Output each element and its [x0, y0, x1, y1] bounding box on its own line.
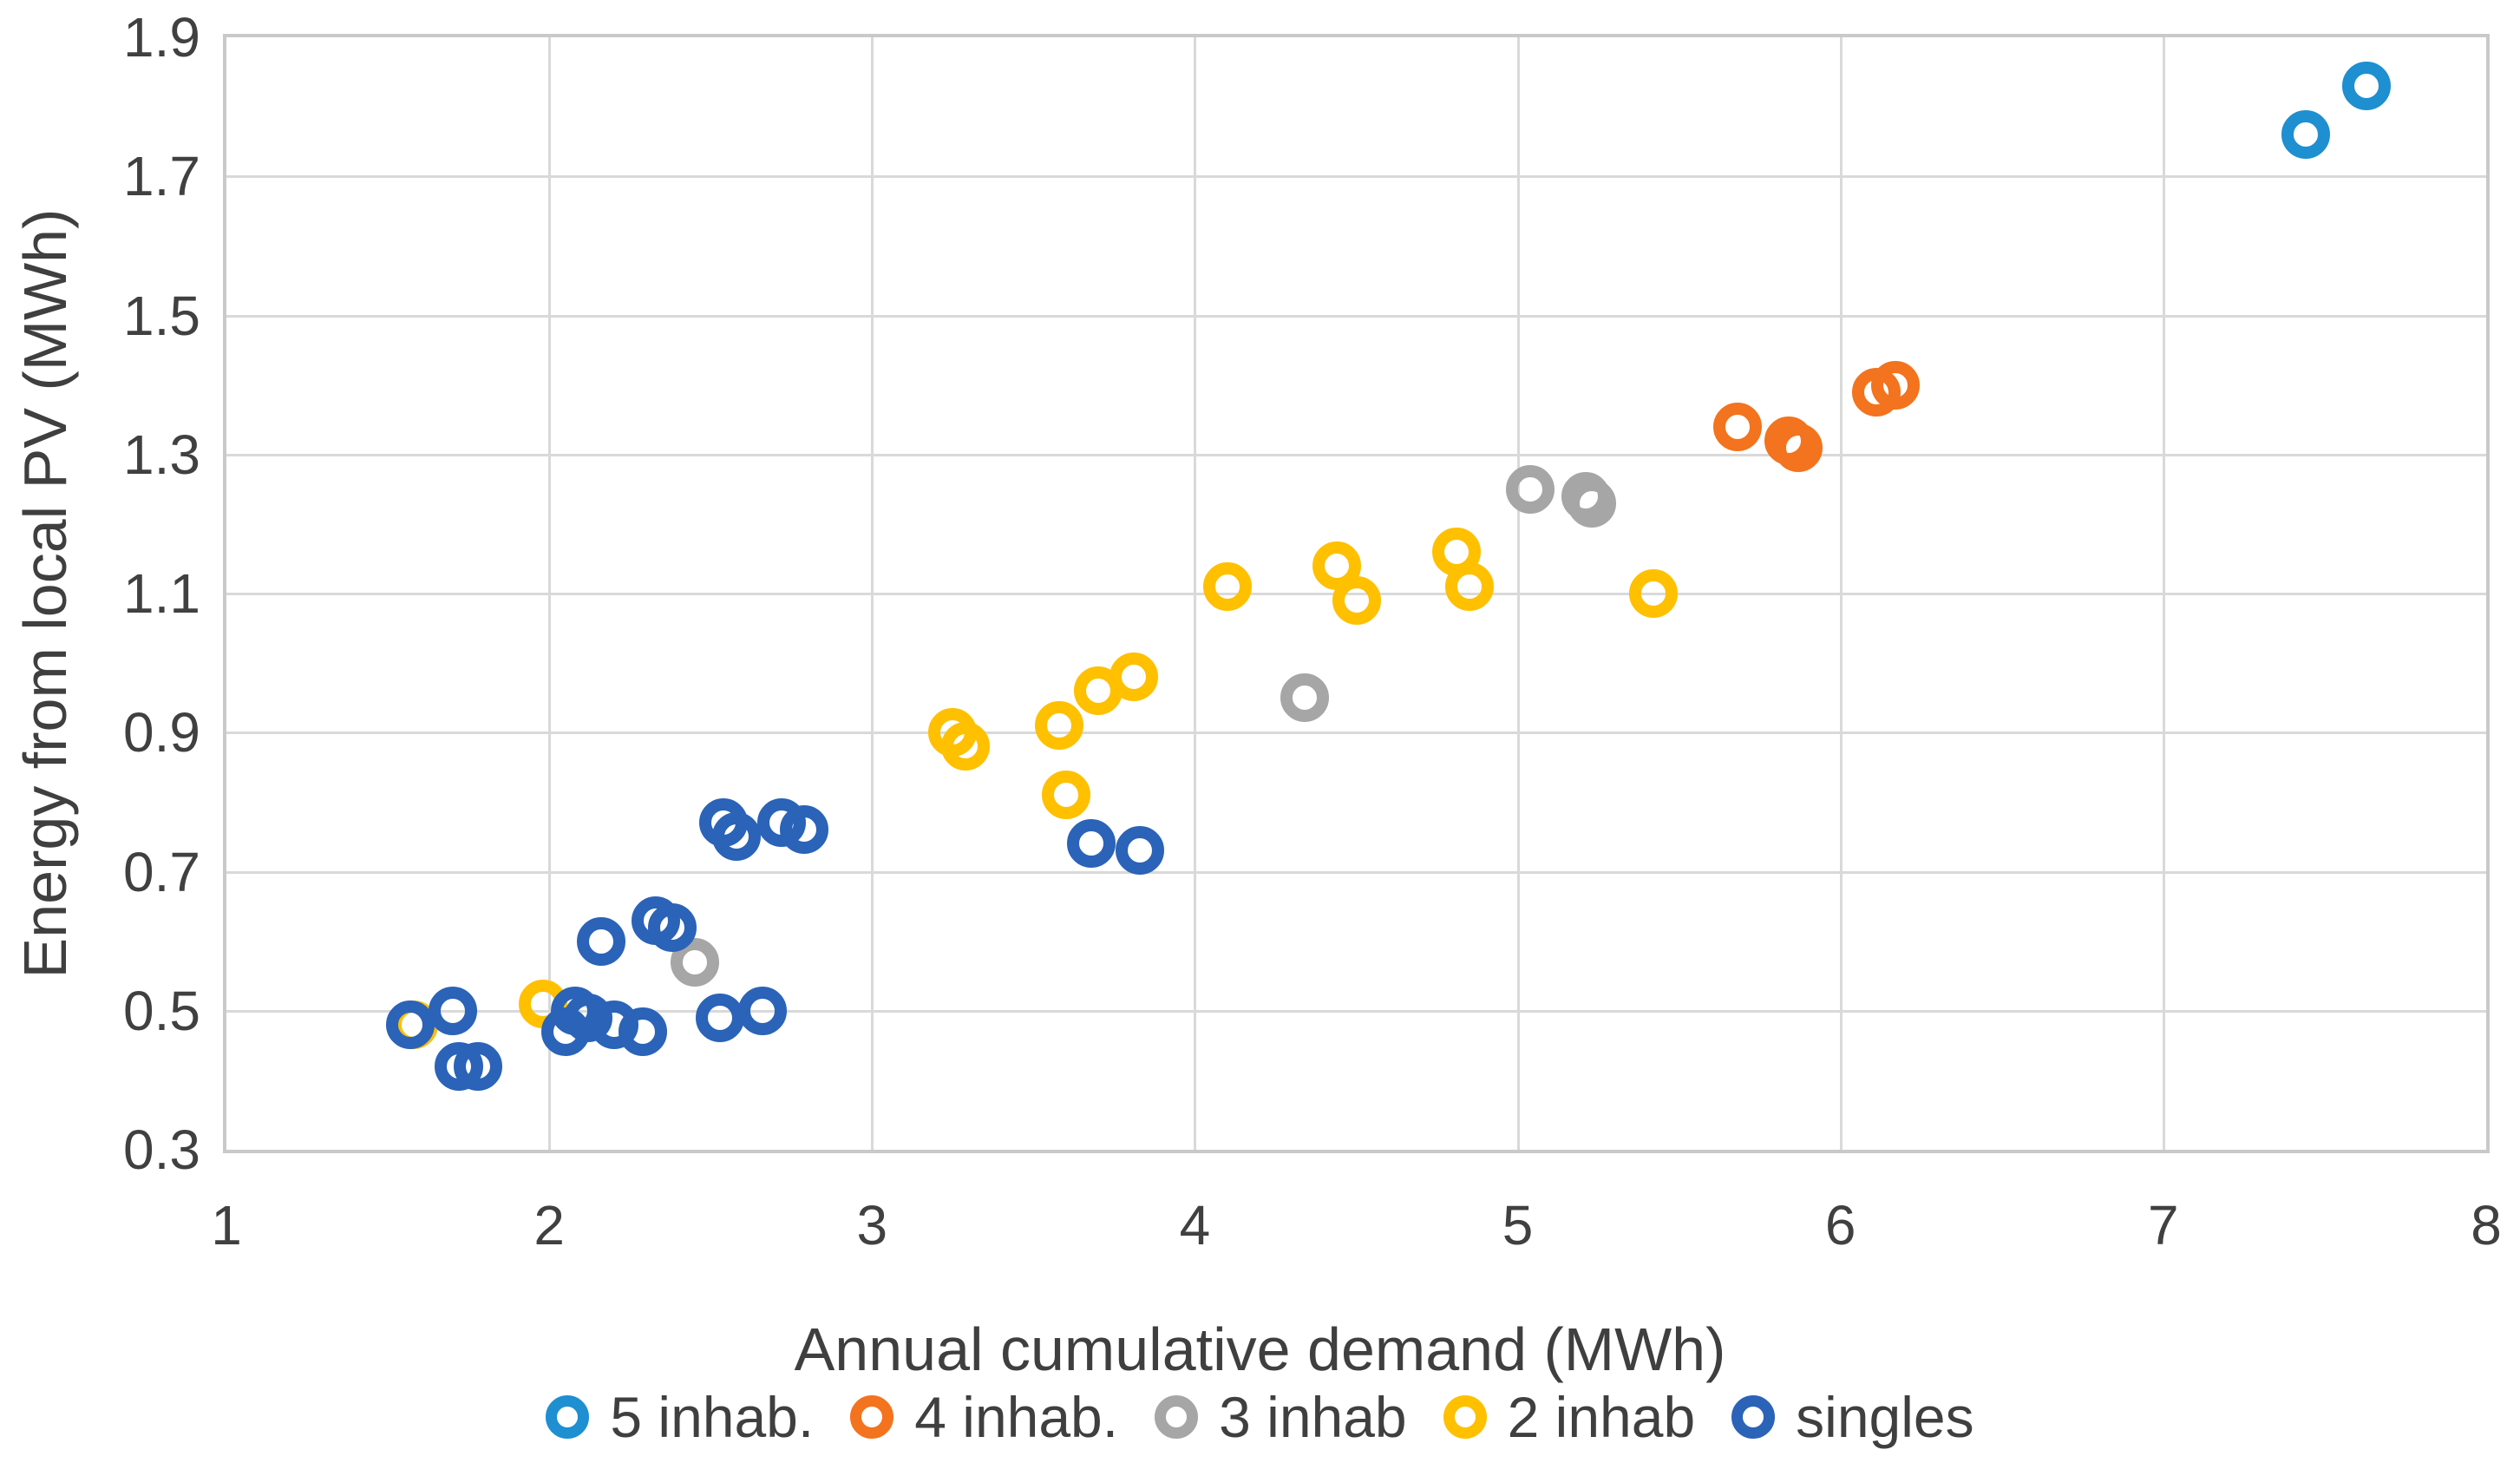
- x-tick-label: 7: [2148, 1194, 2179, 1256]
- y-axis-title: Energy from local PV (MWh): [11, 208, 79, 979]
- x-tick-label: 8: [2471, 1194, 2502, 1256]
- y-tick-label: 0.9: [123, 701, 200, 764]
- legend-label: 5 inhab.: [610, 1384, 815, 1449]
- y-gridline: [226, 1009, 2486, 1013]
- data-point: [1628, 569, 1678, 618]
- y-gridline: [226, 732, 2486, 735]
- data-point: [1444, 561, 1494, 611]
- legend-item-4-inhab: 4 inhab.: [850, 1384, 1118, 1450]
- y-tick-label: 1.5: [123, 284, 200, 347]
- data-point: [1035, 701, 1084, 751]
- x-tick-label: 2: [533, 1194, 565, 1256]
- y-tick-label: 0.3: [123, 1119, 200, 1181]
- data-point: [1774, 423, 1823, 472]
- data-point: [1067, 819, 1116, 869]
- data-point: [2281, 110, 2330, 160]
- x-tick-label: 3: [856, 1194, 888, 1256]
- data-point: [2342, 62, 2392, 111]
- x-tick-label: 1: [211, 1194, 242, 1256]
- data-point: [647, 902, 697, 952]
- data-point: [1116, 826, 1165, 876]
- data-point: [1506, 464, 1555, 514]
- y-tick-label: 1.3: [123, 423, 200, 486]
- legend-marker-circle-icon: [1731, 1394, 1776, 1439]
- legend-marker-circle-icon: [850, 1394, 894, 1439]
- data-point: [711, 812, 761, 862]
- y-tick-label: 1.7: [123, 145, 200, 208]
- legend-label: 3 inhab: [1219, 1384, 1407, 1449]
- plot-area: [223, 34, 2490, 1153]
- data-point: [696, 993, 745, 1042]
- x-tick-label: 6: [1824, 1194, 1856, 1256]
- y-tick-label: 0.5: [123, 979, 200, 1042]
- y-tick-label: 0.7: [123, 840, 200, 903]
- legend-marker-circle-icon: [1155, 1394, 1199, 1439]
- data-point: [576, 916, 625, 966]
- x-tick-label: 5: [1502, 1194, 1534, 1256]
- legend-item-singles: singles: [1731, 1384, 1974, 1450]
- data-point: [737, 986, 787, 1035]
- y-tick-label: 1.9: [123, 6, 200, 69]
- data-point: [1712, 402, 1762, 451]
- data-point: [941, 722, 991, 771]
- legend-marker-circle-icon: [546, 1394, 590, 1439]
- data-point: [428, 986, 477, 1035]
- x-tick-label: 4: [1179, 1194, 1211, 1256]
- data-point: [1332, 576, 1381, 625]
- legend-item-5-inhab: 5 inhab.: [546, 1384, 814, 1450]
- data-point: [1109, 653, 1158, 702]
- y-gridline: [226, 175, 2486, 179]
- legend: 5 inhab. 4 inhab. 3 inhab 2 inhab singles: [0, 1375, 2520, 1458]
- legend-label: singles: [1796, 1384, 1974, 1449]
- data-point: [1041, 771, 1090, 820]
- data-point: [1202, 561, 1252, 611]
- legend-marker-circle-icon: [1443, 1394, 1487, 1439]
- y-gridline: [226, 870, 2486, 874]
- data-point: [619, 1007, 668, 1056]
- legend-label: 4 inhab.: [914, 1384, 1119, 1449]
- x-axis-title: Annual cumulative demand (MWh): [794, 1315, 1726, 1383]
- data-point: [1280, 673, 1329, 723]
- data-point: [780, 805, 829, 855]
- y-gridline: [226, 453, 2486, 456]
- data-point: [1870, 360, 1920, 410]
- y-gridline: [226, 314, 2486, 318]
- data-point: [1568, 478, 1617, 528]
- y-tick-label: 1.1: [123, 562, 200, 625]
- legend-item-2-inhab: 2 inhab: [1443, 1384, 1696, 1450]
- legend-label: 2 inhab: [1507, 1384, 1696, 1449]
- data-point: [454, 1041, 503, 1091]
- legend-item-3-inhab: 3 inhab: [1155, 1384, 1407, 1450]
